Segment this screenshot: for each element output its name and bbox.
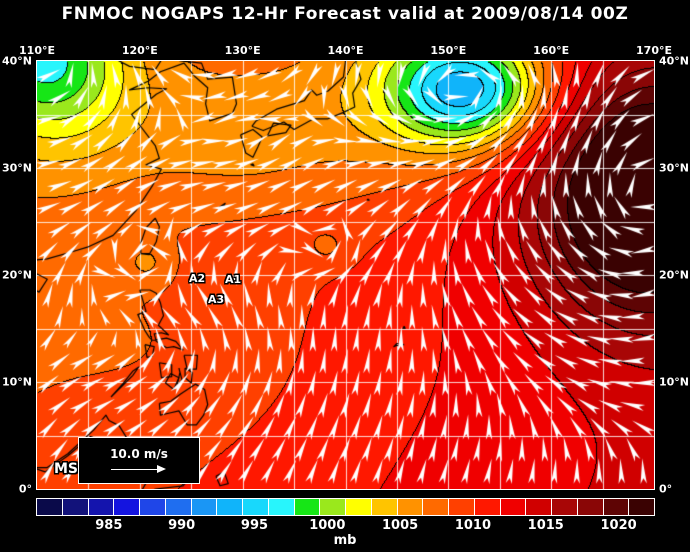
storm-label-a2: A2 — [189, 272, 206, 285]
colorbar-swatch-14 — [397, 499, 424, 515]
colorbar-swatch-17 — [474, 499, 501, 515]
colorbar-swatch-6 — [191, 499, 218, 515]
colorbar-swatch-3 — [114, 499, 140, 515]
lat-tick-label-right-20: 20°N — [659, 268, 690, 282]
lon-tick-label-110: 110°E — [19, 44, 55, 57]
colorbar-swatch-12 — [346, 499, 372, 515]
colorbar-swatch-7 — [217, 499, 243, 515]
lon-tick-label-140: 140°E — [327, 44, 364, 57]
colorbar-tick-1010: 1010 — [454, 518, 492, 533]
colorbar-swatch-11 — [320, 499, 346, 515]
colorbar-swatch-10 — [294, 499, 321, 515]
lat-tick-label-right-30: 30°N — [659, 161, 690, 175]
storm-label-a1: A1 — [225, 273, 242, 286]
colorbar-tick-995: 995 — [240, 518, 269, 533]
wind-scale-value: 10.0 m/s — [110, 446, 168, 461]
pressure-field-canvas — [37, 61, 654, 489]
lon-tick-label-160: 160°E — [533, 44, 570, 57]
colorbar-swatch-4 — [140, 499, 166, 515]
right-arrow-icon — [111, 465, 167, 474]
lat-tick-label-left-0: 0° — [18, 482, 32, 496]
wind-scale-legend: 10.0 m/s — [78, 437, 200, 484]
lat-tick-label-right-40: 40°N — [659, 54, 690, 68]
colorbar-unit-label: mb — [333, 533, 357, 548]
lon-tick-label-120: 120°E — [121, 44, 158, 57]
storm-label-a3: A3 — [208, 293, 225, 306]
lon-tick-label-170: 170°E — [636, 44, 672, 57]
colorbar-tick-985: 985 — [95, 518, 123, 533]
lon-tick-label-130: 130°E — [224, 44, 261, 57]
colorbar-swatch-18 — [500, 499, 527, 515]
colorbar-tick-1020: 1020 — [600, 518, 637, 533]
colorbar-swatch-20 — [552, 499, 578, 515]
lat-tick-label-left-40: 40°N — [1, 54, 32, 68]
colorbar-tick-990: 990 — [168, 518, 196, 533]
page-title: FNMOC NOGAPS 12-Hr Forecast valid at 200… — [61, 4, 629, 24]
colorbar-swatch-13 — [371, 499, 398, 515]
lat-tick-label-right-10: 10°N — [659, 375, 690, 389]
colorbar-swatch-9 — [268, 499, 295, 515]
lat-tick-label-right-0: 0° — [659, 482, 673, 496]
colorbar-tick-1015: 1015 — [527, 518, 564, 533]
lat-tick-label-left-20: 20°N — [1, 268, 32, 282]
colorbar-swatch-2 — [88, 499, 115, 515]
colorbar-swatch-15 — [423, 499, 449, 515]
colorbar-swatch-1 — [62, 499, 89, 515]
colorbar-swatch-16 — [449, 499, 475, 515]
lat-tick-label-left-10: 10°N — [1, 375, 32, 389]
colorbar-swatch-22 — [603, 499, 630, 515]
colorbar-swatch-19 — [526, 499, 552, 515]
colorbar-swatch-0 — [37, 499, 63, 515]
colorbar-swatch-23 — [629, 499, 654, 515]
lon-tick-label-150: 150°E — [430, 44, 467, 57]
colorbar-tick-1000: 1000 — [309, 518, 346, 533]
colorbar-swatch-5 — [165, 499, 192, 515]
colorbar-tick-1005: 1005 — [382, 518, 419, 533]
pressure-colorbar[interactable] — [36, 498, 655, 516]
colorbar-swatch-21 — [577, 499, 604, 515]
colorbar-swatch-8 — [243, 499, 269, 515]
lat-tick-label-left-30: 30°N — [1, 161, 32, 175]
